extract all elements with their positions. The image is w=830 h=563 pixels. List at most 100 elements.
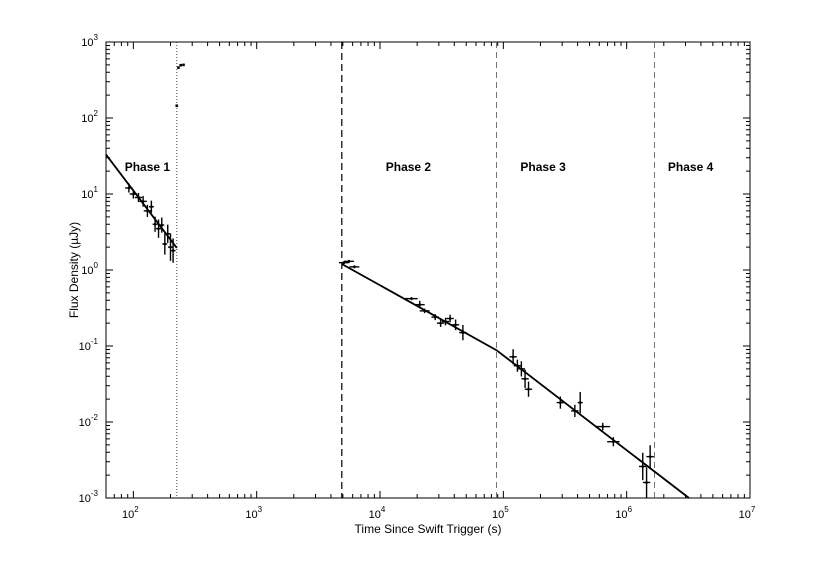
data-marker: [353, 265, 356, 269]
data-marker: [645, 481, 648, 484]
data-marker: [153, 222, 157, 226]
flare-point: [182, 63, 185, 67]
data-marker: [454, 323, 457, 327]
data-point: [152, 216, 158, 232]
data-point: [414, 300, 425, 309]
data-point: [148, 200, 154, 213]
data-point: [524, 381, 533, 397]
data-marker: [157, 227, 160, 230]
y-tick-label: 10-1: [79, 337, 99, 353]
y-tick-label: 103: [81, 33, 98, 49]
data-point: [441, 317, 450, 326]
data-points: [125, 63, 654, 498]
data-point: [571, 404, 579, 417]
data-point: [642, 467, 651, 498]
data-point: [156, 219, 162, 238]
data-point: [607, 437, 620, 447]
ticks: [105, 42, 750, 499]
data-marker: [146, 209, 149, 213]
data-marker: [573, 409, 577, 413]
y-tick-label: 10-2: [79, 413, 99, 429]
x-tick-label: 107: [739, 505, 756, 521]
data-point: [405, 297, 418, 301]
phase-dividers: [176, 42, 655, 498]
y-tick-label: 100: [81, 261, 98, 277]
data-point: [419, 308, 430, 314]
data-marker: [448, 317, 452, 320]
data-marker: [150, 205, 153, 209]
data-marker: [439, 321, 442, 325]
data-point: [170, 238, 176, 263]
data-marker: [163, 242, 167, 246]
y-tick-label: 102: [81, 109, 98, 125]
data-marker: [169, 245, 172, 249]
data-marker: [559, 401, 562, 404]
data-marker: [444, 320, 447, 323]
data-point: [436, 319, 445, 327]
data-point: [134, 192, 143, 203]
flare-point: [179, 63, 182, 67]
data-marker: [527, 387, 530, 391]
data-marker: [127, 186, 131, 190]
data-marker: [171, 249, 175, 252]
data-marker: [520, 367, 523, 371]
phase-labels: Phase 1 Phase 2 Phase 3 Phase 4: [125, 160, 714, 174]
phase-label: Phase 2: [386, 160, 432, 174]
x-tick-label: 102: [122, 505, 139, 521]
x-tick-label: 103: [245, 505, 262, 521]
x-tick-label: 104: [369, 505, 386, 521]
data-marker: [137, 196, 140, 199]
data-marker: [648, 455, 652, 458]
data-point: [577, 391, 583, 414]
data-point: [162, 233, 168, 255]
x-tick-label: 105: [492, 505, 509, 521]
data-point: [168, 233, 173, 261]
data-marker: [516, 364, 519, 368]
data-point: [446, 314, 454, 323]
data-marker: [612, 440, 615, 444]
data-marker: [578, 401, 582, 404]
data-point: [639, 452, 647, 481]
plot-frame: [105, 41, 751, 499]
data-marker: [641, 465, 645, 468]
data-marker: [347, 260, 351, 263]
data-point: [139, 196, 147, 207]
data-marker: [423, 309, 426, 313]
tick-labels: 102 103 104 105 106 107 10-3 10-2 10-1 100 101 102 1…: [79, 33, 756, 521]
fit-line: [341, 263, 690, 499]
y-tick-label: 101: [81, 185, 98, 201]
data-point: [349, 265, 360, 269]
data-marker: [141, 200, 145, 203]
data-marker: [132, 192, 135, 196]
data-point: [143, 204, 152, 217]
data-marker: [433, 315, 437, 319]
fit-lines: [105, 154, 690, 499]
data-point: [517, 361, 526, 377]
x-axis-title: Time Since Swift Trigger (s): [355, 522, 502, 536]
data-marker: [523, 377, 527, 381]
data-point: [129, 189, 138, 199]
y-tick-label: 10-3: [79, 489, 99, 505]
data-point: [646, 445, 654, 469]
data-point: [556, 396, 565, 409]
phase-label: Phase 3: [520, 160, 566, 174]
x-tick-label: 106: [615, 505, 632, 521]
data-marker: [410, 297, 413, 300]
data-point: [595, 422, 611, 431]
flare-point: [175, 104, 179, 108]
data-marker: [511, 355, 515, 359]
data-point: [344, 259, 354, 263]
data-marker: [160, 223, 164, 227]
data-marker: [166, 232, 170, 236]
y-axis-title: Flux Density (µJy): [67, 222, 81, 318]
phase-label: Phase 4: [668, 160, 714, 174]
data-point: [521, 369, 529, 388]
data-point: [513, 359, 522, 372]
data-point: [509, 349, 517, 365]
data-point: [451, 319, 460, 331]
data-point: [459, 325, 467, 341]
phase-label: Phase 1: [125, 160, 171, 174]
data-point: [125, 183, 133, 193]
data-point: [431, 314, 439, 321]
